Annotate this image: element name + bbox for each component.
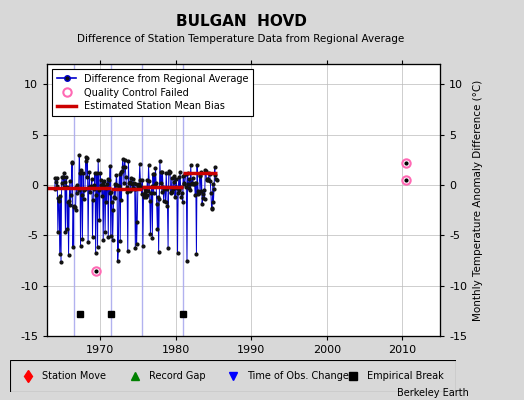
Text: Record Gap: Record Gap — [149, 371, 205, 381]
Text: Time of Obs. Change: Time of Obs. Change — [246, 371, 348, 381]
Y-axis label: Monthly Temperature Anomaly Difference (°C): Monthly Temperature Anomaly Difference (… — [473, 79, 483, 321]
Text: Berkeley Earth: Berkeley Earth — [397, 388, 469, 398]
Legend: Difference from Regional Average, Quality Control Failed, Estimated Station Mean: Difference from Regional Average, Qualit… — [52, 69, 254, 116]
Text: Station Move: Station Move — [42, 371, 106, 381]
Text: Empirical Break: Empirical Break — [367, 371, 443, 381]
Text: Difference of Station Temperature Data from Regional Average: Difference of Station Temperature Data f… — [78, 34, 405, 44]
Text: BULGAN  HOVD: BULGAN HOVD — [176, 14, 307, 29]
